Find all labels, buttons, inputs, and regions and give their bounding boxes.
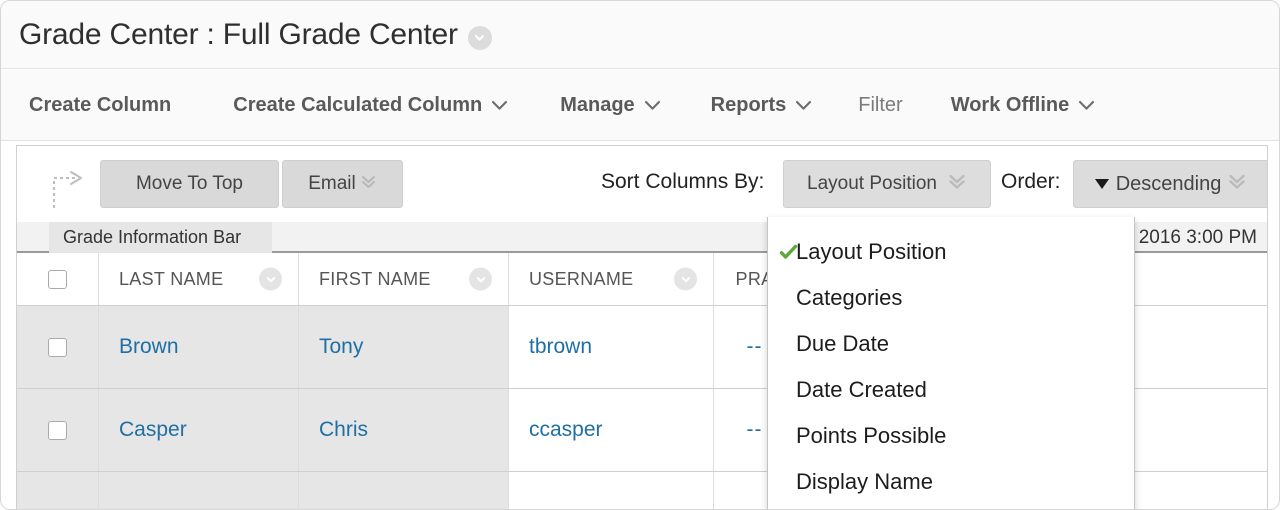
column-header-first-name-label: FIRST NAME — [319, 268, 431, 289]
sort-menu-item-display-name[interactable]: Display Name — [768, 459, 1134, 505]
action-reports-label: Reports — [710, 93, 787, 116]
pra-value: -- — [746, 335, 763, 358]
action-work-offline-label: Work Offline — [950, 93, 1070, 116]
pra-value: -- — [746, 418, 763, 441]
green-check-icon — [779, 243, 798, 262]
last-saved-timestamp: 2016 3:00 PM — [1138, 226, 1257, 248]
page-title: Grade Center : Full Grade Center — [19, 17, 458, 51]
chevron-down-icon — [795, 100, 812, 111]
cell-username: ccasper — [509, 389, 714, 471]
move-to-top-label: Move To Top — [135, 173, 244, 194]
select-all-checkbox[interactable] — [48, 269, 67, 289]
chevron-down-icon — [491, 100, 508, 111]
action-create-column[interactable]: Create Column — [29, 94, 171, 117]
row-checkbox[interactable] — [48, 420, 67, 440]
dotted-arrow-icon — [51, 162, 87, 208]
action-filter-label: Filter — [858, 93, 903, 116]
double-chevron-down-icon — [360, 173, 377, 196]
cell-username: tbrown — [509, 306, 714, 388]
column-header-last-name-label: LAST NAME — [119, 268, 224, 289]
chevron-down-circle-icon[interactable] — [469, 267, 492, 291]
username-link[interactable]: ccasper — [529, 418, 603, 441]
sort-menu-item-date-created[interactable]: Date Created — [768, 367, 1134, 413]
row-select-cell — [17, 306, 99, 388]
cell-last-name: Casper — [99, 389, 299, 471]
chevron-down-circle-icon[interactable] — [674, 267, 697, 291]
column-header-first-name[interactable]: FIRST NAME — [299, 253, 509, 305]
move-to-top-button[interactable]: Move To Top — [100, 160, 279, 208]
action-create-calculated-column-label: Create Calculated Column — [233, 93, 483, 116]
first-name-link[interactable]: Chris — [319, 418, 369, 441]
sort-menu-item-layout-position-label: Layout Position — [796, 239, 947, 264]
cell-username — [509, 472, 714, 509]
first-name-link[interactable]: Tony — [319, 335, 364, 358]
column-header-username-label: USERNAME — [529, 268, 634, 289]
sort-columns-by-value: Layout Position — [807, 173, 937, 194]
sort-columns-by-label: Sort Columns By: — [601, 170, 765, 193]
username-link[interactable]: tbrown — [529, 335, 593, 358]
column-header-last-name[interactable]: LAST NAME — [99, 253, 299, 305]
sort-menu-item-due-date[interactable]: Due Date — [768, 321, 1134, 367]
double-chevron-down-icon — [1227, 171, 1247, 197]
action-create-column-label: Create Column — [29, 93, 172, 116]
action-reports[interactable]: Reports — [711, 94, 813, 117]
action-manage-label: Manage — [560, 93, 635, 116]
cell-last-name — [99, 472, 299, 509]
action-filter[interactable]: Filter — [858, 94, 902, 117]
row-select-cell — [17, 472, 99, 509]
action-bar: Create Column Create Calculated Column M… — [1, 70, 1279, 141]
order-select[interactable]: Descending — [1073, 160, 1267, 208]
sort-menu-item-layout-position[interactable]: Layout Position — [768, 229, 1134, 275]
chevron-down-icon — [1078, 100, 1095, 111]
grid-toolbar: Move To Top Email Sort Columns By: Layou… — [17, 146, 1267, 222]
action-manage[interactable]: Manage — [560, 94, 660, 117]
sort-columns-by-select[interactable]: Layout Position — [783, 160, 991, 208]
order-label: Order: — [1001, 170, 1061, 193]
row-select-cell — [17, 389, 99, 471]
column-header-pra-label: PRA — [735, 268, 774, 289]
select-all-cell — [17, 253, 99, 305]
sort-columns-dropdown-menu: Layout Position Categories Due Date Date… — [767, 217, 1135, 509]
sort-menu-item-display-name-label: Display Name — [796, 469, 933, 494]
action-work-offline[interactable]: Work Offline — [951, 94, 1096, 117]
page-title-bar: Grade Center : Full Grade Center — [1, 1, 1279, 69]
sort-menu-item-date-created-label: Date Created — [796, 377, 927, 402]
row-checkbox[interactable] — [48, 337, 67, 357]
grade-information-bar-label[interactable]: Grade Information Bar — [49, 222, 272, 253]
sort-menu-item-points-possible[interactable]: Points Possible — [768, 413, 1134, 459]
chevron-down-circle-icon[interactable] — [467, 25, 492, 50]
email-button[interactable]: Email — [282, 160, 403, 208]
cell-first-name — [299, 472, 509, 509]
cell-first-name: Tony — [299, 306, 509, 388]
sort-menu-item-points-possible-label: Points Possible — [796, 423, 947, 448]
email-label: Email — [308, 173, 356, 194]
cell-last-name: Brown — [99, 306, 299, 388]
cell-first-name: Chris — [299, 389, 509, 471]
double-chevron-down-icon — [947, 171, 967, 197]
triangle-down-icon — [1094, 179, 1109, 189]
sort-menu-item-categories-label: Categories — [796, 285, 903, 310]
column-header-username[interactable]: USERNAME — [509, 253, 714, 305]
last-name-link[interactable]: Casper — [119, 418, 187, 441]
order-value: Descending — [1115, 172, 1222, 195]
sort-menu-item-due-date-label: Due Date — [796, 331, 889, 356]
chevron-down-circle-icon[interactable] — [259, 267, 282, 291]
sort-menu-item-categories[interactable]: Categories — [768, 275, 1134, 321]
last-name-link[interactable]: Brown — [119, 335, 179, 358]
action-create-calculated-column[interactable]: Create Calculated Column — [233, 94, 508, 117]
chevron-down-icon — [644, 100, 661, 111]
